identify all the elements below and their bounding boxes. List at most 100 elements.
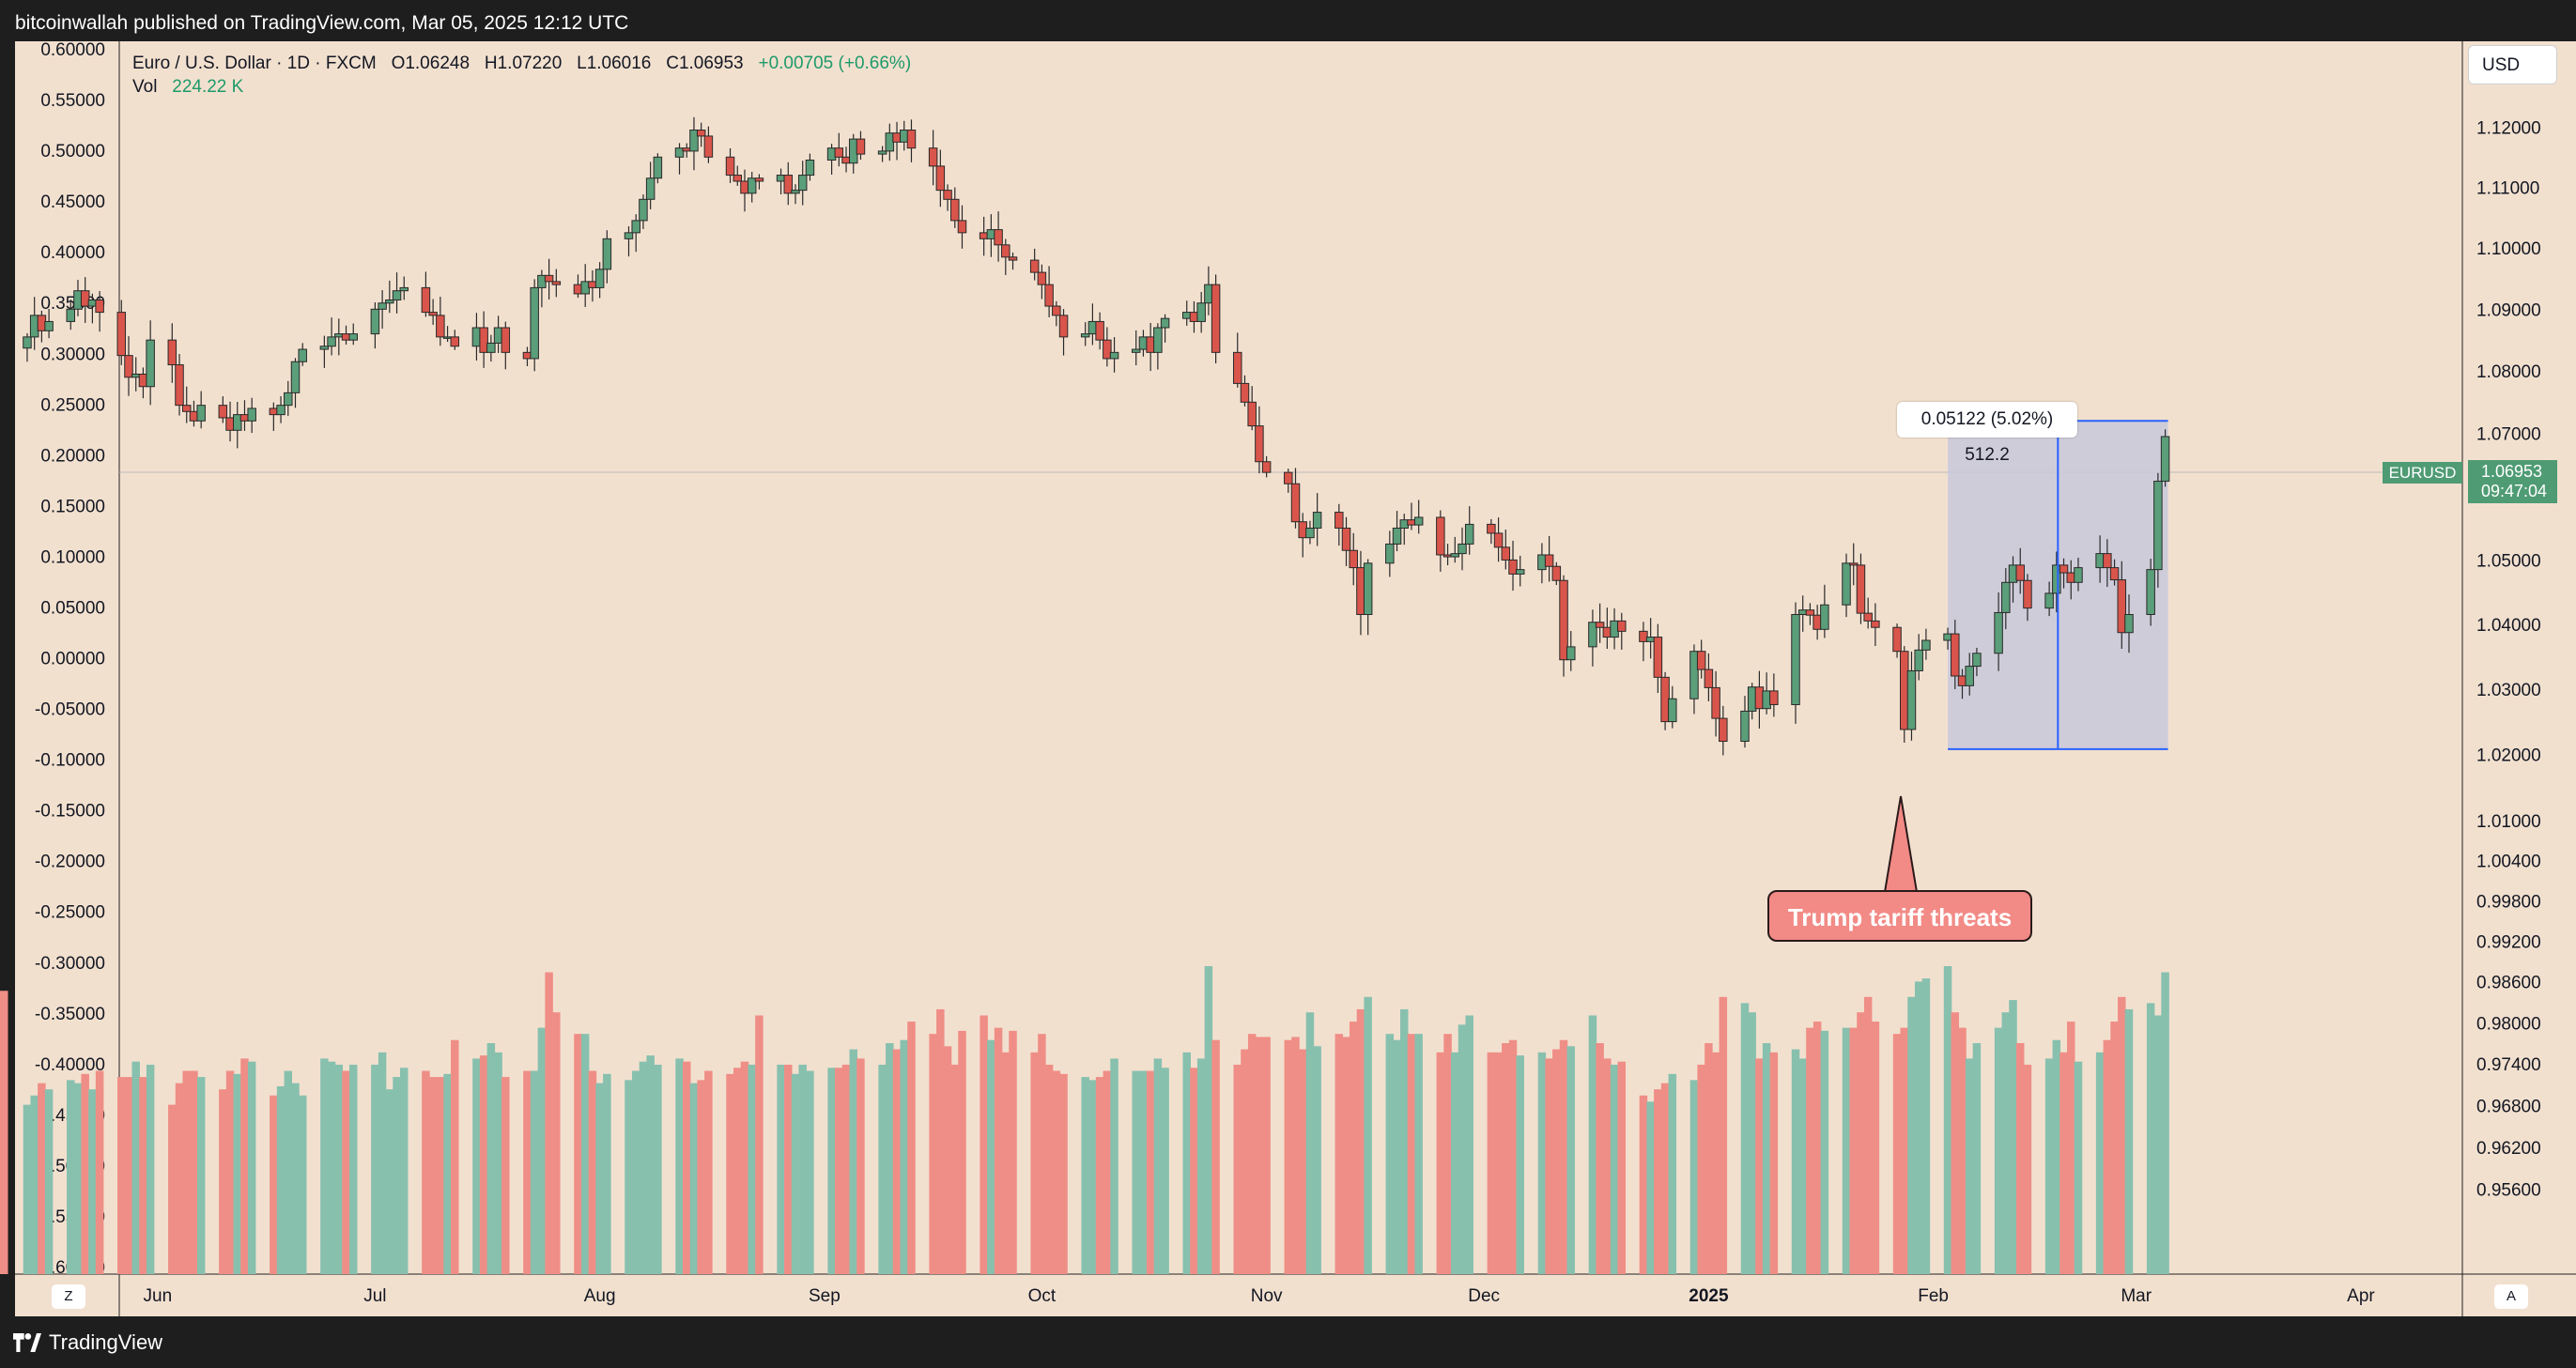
candle-body — [2124, 613, 2134, 634]
candle-body — [23, 336, 32, 349]
right-axis-tick-label: 0.99200 — [2476, 932, 2541, 952]
candle-body — [1240, 382, 1250, 403]
symbol-legend: Euro / U.S. Dollar · 1D · FXCM O1.06248 … — [132, 52, 911, 99]
volume-bar — [1487, 1052, 1496, 1274]
left-axis-tick-label: -0.35000 — [35, 1005, 105, 1024]
tradingview-logo-icon — [13, 1333, 41, 1352]
volume-bar — [1596, 1043, 1604, 1274]
volume-bar — [835, 1068, 843, 1274]
right-axis-tick-label: 1.05000 — [2476, 551, 2541, 571]
candle-body — [479, 327, 488, 353]
volume-bar — [2103, 1039, 2112, 1274]
volume-bar — [1009, 1030, 1017, 1274]
volume-bar — [1407, 1034, 1416, 1274]
volume-bar — [1247, 1034, 1257, 1274]
volume-bar — [1494, 1052, 1503, 1274]
volume-bar — [225, 1070, 235, 1274]
candle-body — [1769, 690, 1779, 705]
candle-body — [2001, 581, 2011, 613]
measure-label: 0.05122 (5.02%) 512.2 — [1897, 402, 2077, 465]
volume-bar — [2023, 1064, 2032, 1274]
volume-bar — [886, 1043, 894, 1274]
candle-body — [1233, 351, 1242, 384]
candle-body — [1820, 604, 1829, 630]
volume-bar — [1610, 1064, 1619, 1274]
candle-body — [44, 320, 54, 331]
currency-button[interactable]: USD — [2468, 45, 2557, 85]
candle-body — [428, 312, 438, 316]
volume-bar — [1241, 1049, 1249, 1274]
volume-bar — [537, 1027, 547, 1274]
volume-bar — [501, 1077, 510, 1274]
volume-bar — [1139, 1070, 1148, 1274]
volume-bar — [1689, 1080, 1699, 1274]
volume-bar — [878, 1064, 887, 1274]
candle-body — [1639, 630, 1648, 642]
candle-body — [436, 315, 445, 338]
volume-bar — [689, 1083, 699, 1274]
candle-body — [689, 130, 699, 152]
auto-scale-button[interactable]: A — [2494, 1284, 2528, 1309]
volume-bar — [2074, 1061, 2083, 1274]
volume-bar — [545, 972, 553, 1274]
candle-body — [66, 308, 76, 322]
candle-body — [116, 312, 127, 357]
right-price-axis[interactable]: 1.12000 1.11000 1.10000 1.09000 1.08000 1.070… — [2476, 118, 2541, 1200]
volume-bar — [1400, 1008, 1409, 1274]
volume-bar — [740, 1061, 749, 1274]
candle-body — [2044, 592, 2054, 609]
candle-body — [1544, 554, 1554, 567]
candle-body — [167, 339, 177, 366]
candle-body — [1290, 483, 1301, 523]
candle-body — [1052, 305, 1061, 316]
last-price-tag: 1.06953 09:47:04 — [2468, 460, 2557, 503]
volume-bar — [1871, 1022, 1880, 1274]
volume-bar — [552, 1012, 561, 1274]
right-axis-tick-label: 1.00400 — [2476, 852, 2541, 871]
volume-bar — [2095, 1052, 2105, 1274]
candle-body — [175, 364, 184, 407]
volume-bar — [95, 1070, 104, 1274]
volume-bar — [327, 1061, 336, 1274]
time-axis[interactable]: Jun Jul Aug Sep Oct Nov Dec 2025 Feb Mar Apr — [144, 1286, 2376, 1306]
left-axis-tick-label: -0.10000 — [35, 751, 105, 771]
volume-bar — [1044, 1064, 1054, 1274]
volume-bar — [1892, 1034, 1902, 1274]
volume-bar — [298, 1095, 307, 1274]
volume-bar — [1951, 1012, 1960, 1274]
volume-bar — [1711, 1052, 1720, 1274]
candle-body — [1385, 543, 1395, 564]
candle-body — [834, 147, 844, 158]
volume-bar — [219, 1089, 227, 1274]
candle-body — [1711, 686, 1720, 719]
candle-body — [1131, 348, 1141, 353]
candle-body — [486, 342, 496, 353]
volume-bar — [646, 1055, 655, 1274]
volume-bar — [849, 1049, 857, 1274]
left-axis-tick-label: 0.00000 — [40, 650, 105, 669]
volume-bar — [1255, 1037, 1264, 1274]
time-axis-label: Feb — [1918, 1286, 1949, 1306]
volume-bar — [1030, 1052, 1039, 1274]
z-button[interactable]: Z — [52, 1284, 85, 1309]
volume-bar — [428, 1077, 438, 1274]
volume-bar — [1059, 1073, 1068, 1274]
volume-bar — [1132, 1070, 1140, 1274]
candle-body — [327, 336, 336, 347]
right-axis-tick-label: 1.07000 — [2476, 425, 2541, 445]
volume-bar — [1385, 1034, 1395, 1274]
volume-bar — [1972, 1043, 1982, 1274]
right-axis-tick-label: 0.97400 — [2476, 1055, 2541, 1075]
volume-bar — [1342, 1037, 1350, 1274]
volume-bar — [1603, 1058, 1612, 1274]
price-chart[interactable]: 1.12000 1.11000 1.10000 1.09000 1.08000 1.070… — [0, 0, 2576, 1316]
time-axis-label: Oct — [1028, 1286, 1057, 1306]
volume-bar — [1313, 1046, 1321, 1274]
candle-body — [1805, 609, 1815, 616]
left-axis-tick-label: 0.30000 — [40, 345, 105, 364]
candle-body — [725, 156, 735, 177]
volume-bar — [1755, 1058, 1764, 1274]
trump-tariff-callout[interactable]: Trump tariff threats — [1767, 890, 2032, 942]
candle-body — [674, 147, 685, 158]
candle-body — [696, 130, 706, 137]
